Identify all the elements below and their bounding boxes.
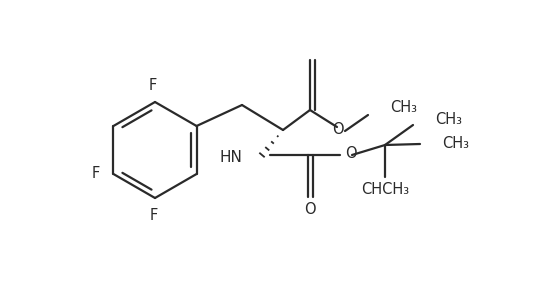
Text: O: O (345, 146, 356, 162)
Text: CH₃: CH₃ (435, 113, 462, 127)
Text: O: O (304, 201, 316, 216)
Text: F: F (150, 208, 158, 222)
Text: F: F (149, 77, 157, 92)
Text: F: F (91, 166, 100, 181)
Text: CH₃: CH₃ (390, 100, 417, 115)
Text: HN: HN (219, 150, 242, 164)
Text: CHCH₃: CHCH₃ (361, 183, 409, 197)
Text: O: O (332, 121, 344, 137)
Text: CH₃: CH₃ (442, 135, 469, 150)
